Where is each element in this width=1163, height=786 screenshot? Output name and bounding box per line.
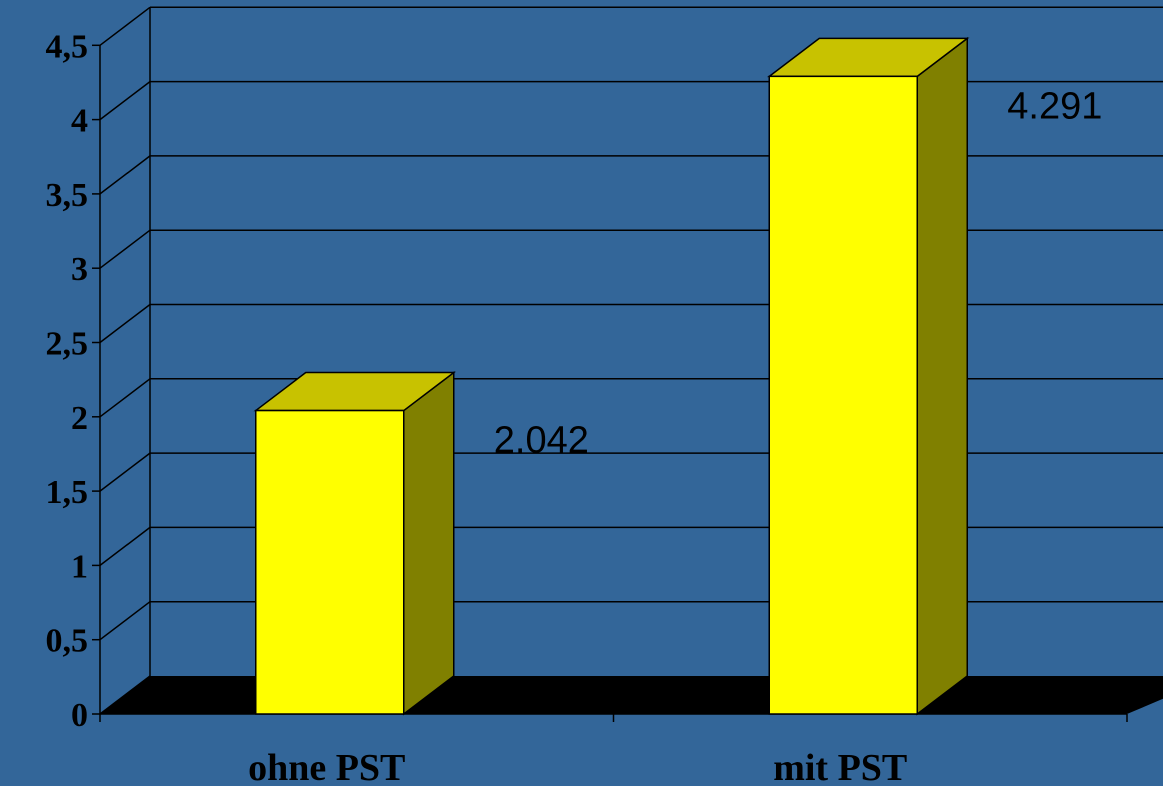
depth-line bbox=[99, 155, 151, 195]
depth-line bbox=[99, 378, 151, 418]
y-tick-label: 3,5 bbox=[46, 177, 89, 214]
x-category-label: ohne PST bbox=[248, 747, 405, 786]
data-label: 2.042 bbox=[494, 420, 589, 462]
y-tick-label: 1 bbox=[71, 548, 88, 585]
y-axis-tick-labels: 0 0,5 1 1,5 2 2,5 3 3,5 4 4,5 bbox=[46, 28, 89, 734]
y-tick-label: 4,5 bbox=[46, 28, 89, 65]
depth-line bbox=[99, 526, 151, 566]
x-axis-category-labels: ohne PST mit PST bbox=[248, 747, 907, 786]
y-tick-label: 3 bbox=[71, 251, 88, 288]
depth-line bbox=[99, 303, 151, 344]
y-tick-label: 0,5 bbox=[46, 623, 89, 660]
data-label: 4.291 bbox=[1007, 85, 1102, 127]
bar-side bbox=[916, 36, 968, 716]
y-tick-label: 4 bbox=[71, 103, 88, 140]
depth-line bbox=[99, 452, 151, 492]
y-tick-label: 2,5 bbox=[46, 326, 89, 363]
data-labels: 2.042 4.291 bbox=[494, 85, 1103, 461]
depth-line bbox=[99, 81, 151, 121]
bars bbox=[253, 36, 970, 716]
depth-line bbox=[99, 6, 151, 46]
bar bbox=[767, 36, 970, 716]
bar-front bbox=[768, 75, 918, 715]
gridlines bbox=[150, 6, 1163, 603]
depth-line bbox=[99, 229, 151, 269]
bar bbox=[253, 371, 456, 716]
bar-side bbox=[403, 371, 455, 716]
x-category-label: mit PST bbox=[773, 747, 907, 786]
y-tick-label: 2 bbox=[71, 400, 88, 437]
bar-front bbox=[255, 409, 405, 715]
y-tick-label: 1,5 bbox=[46, 474, 89, 511]
y-tick-label: 0 bbox=[71, 697, 88, 734]
depth-line bbox=[99, 601, 151, 641]
